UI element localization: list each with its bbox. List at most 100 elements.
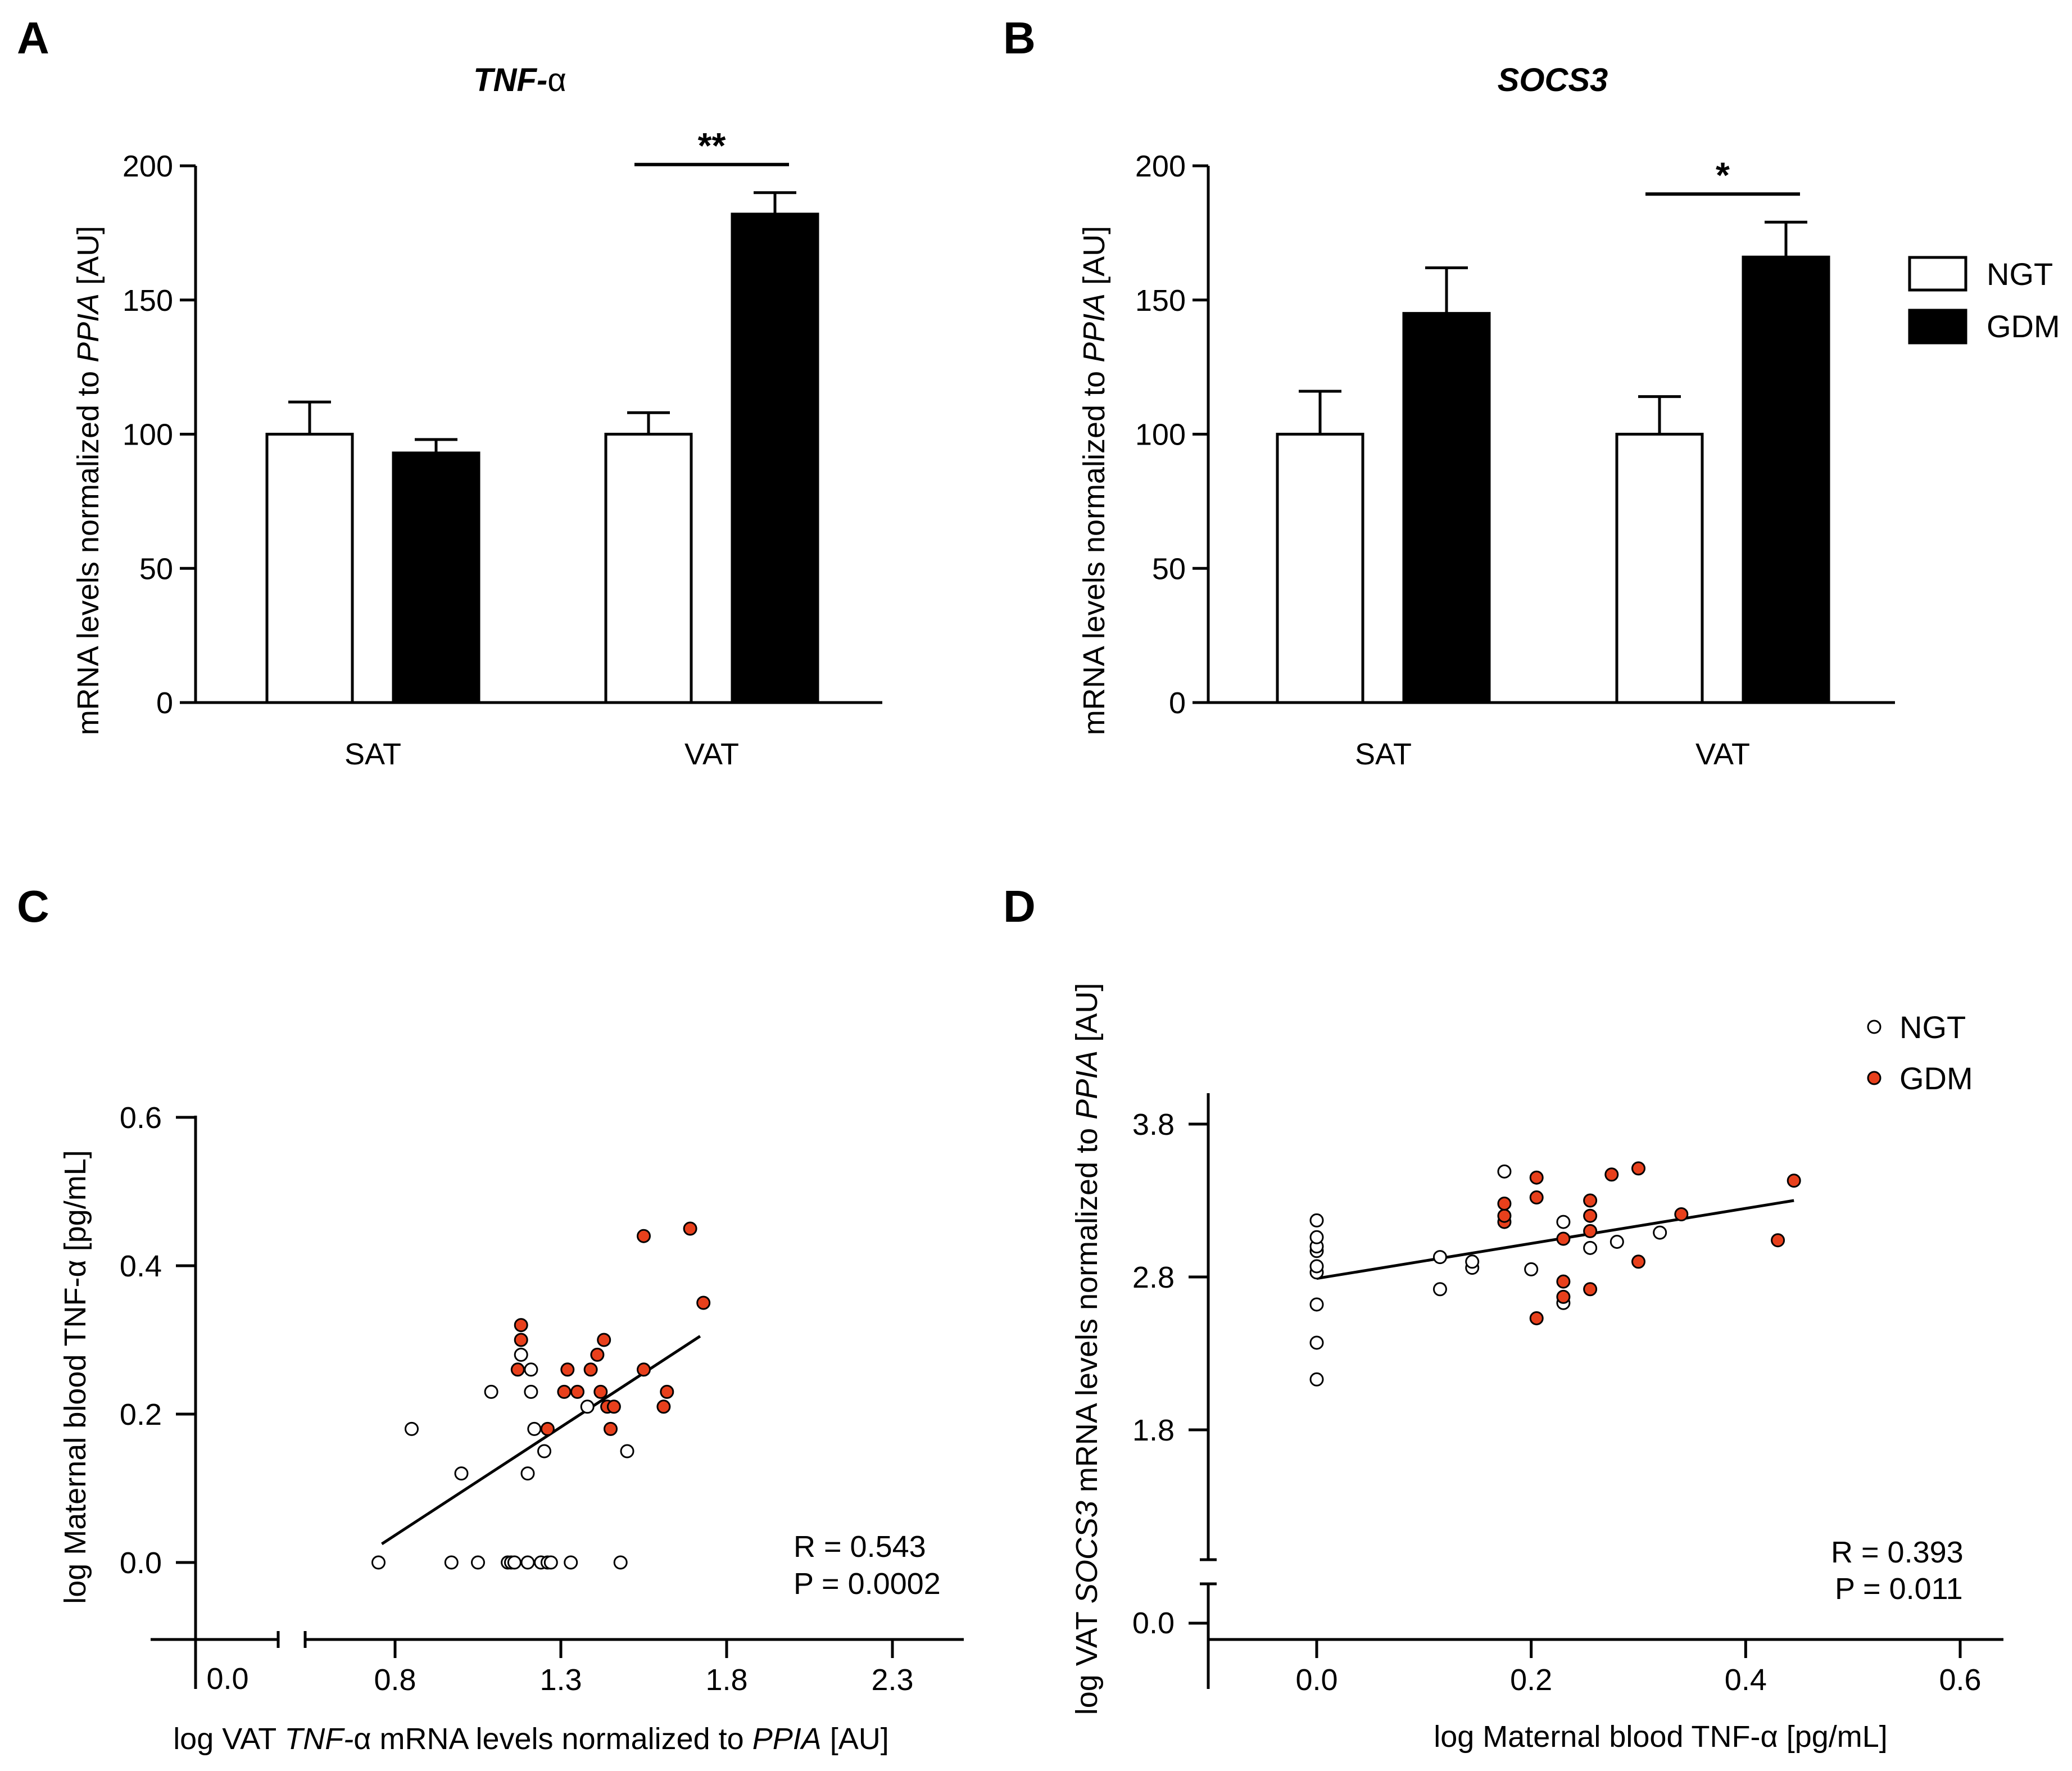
chart-c-xtick-label-2: 1.8	[705, 1663, 747, 1697]
chart-c-xtick-label-0: 0.8	[374, 1663, 416, 1697]
chart-c-point-gdm-16	[656, 1399, 671, 1414]
chart-c-xtick-label-3: 2.3	[871, 1663, 913, 1697]
chart-d-point-gdm-2	[1497, 1196, 1512, 1211]
chart-d-regression-line	[1316, 1199, 1794, 1280]
chart-d-point-gdm-12	[1583, 1193, 1598, 1208]
chart-a-ytick-label-3: 150	[123, 284, 173, 318]
panel-letter-a: A	[17, 13, 49, 63]
chart-d-scatter: log VAT SOCS3 mRNA levels normalized to …	[1070, 983, 2003, 1754]
chart-c-xtick-label-1: 1.3	[539, 1663, 582, 1697]
chart-c-ytick-label-0: 0.0	[120, 1546, 162, 1580]
chart-d-ylabel: log VAT SOCS3 mRNA levels normalized to …	[1070, 983, 1104, 1715]
chart-d-point-gdm-13	[1604, 1167, 1619, 1182]
chart-a-bar-ngt-sat	[265, 433, 354, 704]
panel-letter-d: D	[1003, 881, 1036, 931]
chart-c-point-ngt-13	[524, 1362, 538, 1377]
chart-a-bar-ngt-vat	[604, 433, 693, 704]
chart-d-point-gdm-14	[1631, 1254, 1645, 1269]
chart-c-point-gdm-14	[637, 1362, 651, 1377]
chart-d-point-gdm-6	[1556, 1289, 1571, 1304]
chart-a-ytick-label-2: 100	[123, 418, 173, 452]
chart-c-scatter: log Maternal blood TNF-α [pg/mL] log VAT…	[58, 1101, 964, 1756]
chart-c-point-ngt-3	[454, 1466, 469, 1481]
chart-d-point-ngt-17	[1583, 1240, 1598, 1255]
chart-d-point-ngt-12	[1465, 1254, 1480, 1269]
chart-d-ytick-break-label: 0.0	[1132, 1606, 1175, 1640]
scatter-legend-ngt-label: NGT	[1899, 1009, 1966, 1045]
chart-a-bar-gdm-sat	[392, 451, 480, 704]
chart-d-point-ngt-9	[1432, 1282, 1447, 1297]
chart-a-xtick-label-vat: VAT	[684, 737, 739, 771]
chart-c-point-gdm-10	[597, 1333, 611, 1347]
chart-d-point-ngt-2	[1309, 1297, 1324, 1312]
chart-c-point-ngt-8	[507, 1555, 522, 1570]
chart-d-point-gdm-1	[1497, 1208, 1512, 1223]
chart-c-p-value: P = 0.0002	[794, 1567, 941, 1601]
chart-d-xtick-label-0: 0.0	[1295, 1663, 1337, 1697]
chart-c-point-ngt-11	[520, 1466, 535, 1481]
chart-d-point-gdm-9	[1583, 1282, 1598, 1297]
chart-d-xtick-label-3: 0.6	[1939, 1663, 1981, 1697]
chart-c-point-gdm-13	[606, 1399, 621, 1414]
chart-b-ytick-label-1: 50	[1152, 552, 1186, 586]
bar-legend: NGT GDM	[1908, 256, 2060, 345]
chart-d-xtick-label-1: 0.2	[1510, 1663, 1552, 1697]
chart-c-point-gdm-7	[583, 1362, 598, 1377]
chart-c-xlabel: log VAT TNF-α mRNA levels normalized to …	[173, 1722, 889, 1756]
chart-c-ylabel: log Maternal blood TNF-α [pg/mL]	[58, 1150, 92, 1604]
chart-d-point-ngt-8	[1309, 1213, 1324, 1228]
chart-c-point-ngt-16	[537, 1444, 551, 1459]
chart-c-ytick-label-2: 0.4	[120, 1249, 162, 1283]
chart-d-ytick-label-2: 3.8	[1132, 1108, 1175, 1142]
chart-c-regression-line	[381, 1335, 701, 1546]
chart-c-point-gdm-0	[510, 1362, 525, 1377]
chart-d-point-ngt-7	[1309, 1230, 1324, 1244]
chart-b-ylabel: mRNA levels normalized to PPIA [AU]	[1077, 226, 1111, 735]
chart-c-point-gdm-5	[560, 1362, 575, 1377]
chart-c-xtick-break-label: 0.0	[206, 1662, 248, 1696]
chart-a-title: TNF-α	[473, 62, 566, 98]
chart-d-xtick-label-2: 0.4	[1725, 1663, 1767, 1697]
chart-c-point-ngt-2	[444, 1555, 459, 1570]
chart-d-point-ngt-0	[1309, 1372, 1324, 1387]
chart-d-point-gdm-10	[1583, 1224, 1598, 1238]
chart-d-point-ngt-1	[1309, 1335, 1324, 1350]
chart-a-bar-gdm-vat	[731, 212, 819, 704]
chart-d-point-gdm-11	[1583, 1208, 1598, 1223]
chart-d-point-gdm-18	[1787, 1174, 1801, 1188]
chart-d-r-value: R = 0.393	[1831, 1536, 1964, 1569]
chart-d-point-ngt-16	[1556, 1215, 1571, 1229]
chart-b-ytick-label-3: 150	[1135, 284, 1186, 318]
chart-d-point-gdm-15	[1631, 1161, 1645, 1176]
chart-a-ytick-label-0: 0	[156, 686, 173, 720]
chart-c-point-ngt-14	[527, 1421, 542, 1436]
chart-d-point-gdm-8	[1556, 1231, 1571, 1246]
chart-c-point-gdm-12	[604, 1421, 618, 1436]
chart-c-point-ngt-12	[524, 1384, 538, 1399]
chart-c-point-ngt-19	[564, 1555, 578, 1570]
panel-letter-b: B	[1003, 13, 1036, 63]
chart-b-xtick-label-vat: VAT	[1695, 737, 1750, 771]
chart-b-bar-gdm-sat	[1402, 312, 1491, 704]
chart-c-point-ngt-4	[471, 1555, 485, 1570]
chart-d-point-gdm-7	[1556, 1274, 1571, 1289]
chart-c-point-ngt-1	[405, 1421, 419, 1436]
chart-a-ytick-label-1: 50	[139, 552, 173, 586]
chart-b-ytick-label-0: 0	[1169, 686, 1186, 720]
chart-c-point-ngt-21	[613, 1555, 628, 1570]
chart-c-point-ngt-18	[543, 1555, 558, 1570]
chart-c-point-ngt-0	[371, 1555, 386, 1570]
chart-c-point-gdm-3	[540, 1421, 555, 1436]
chart-c-point-gdm-1	[514, 1333, 528, 1347]
scatter-legend-ngt-marker	[1867, 1020, 1881, 1034]
chart-b-ytick-label-4: 200	[1135, 150, 1186, 183]
chart-b-ytick-label-2: 100	[1135, 418, 1186, 452]
chart-c-point-ngt-10	[520, 1555, 535, 1570]
chart-b-bar-gdm-vat	[1742, 255, 1830, 704]
chart-c-point-gdm-15	[637, 1229, 651, 1243]
chart-c-point-gdm-9	[593, 1384, 608, 1399]
chart-d-point-gdm-4	[1529, 1190, 1544, 1205]
chart-c-point-ngt-20	[580, 1399, 595, 1414]
chart-c-point-ngt-22	[620, 1444, 634, 1459]
